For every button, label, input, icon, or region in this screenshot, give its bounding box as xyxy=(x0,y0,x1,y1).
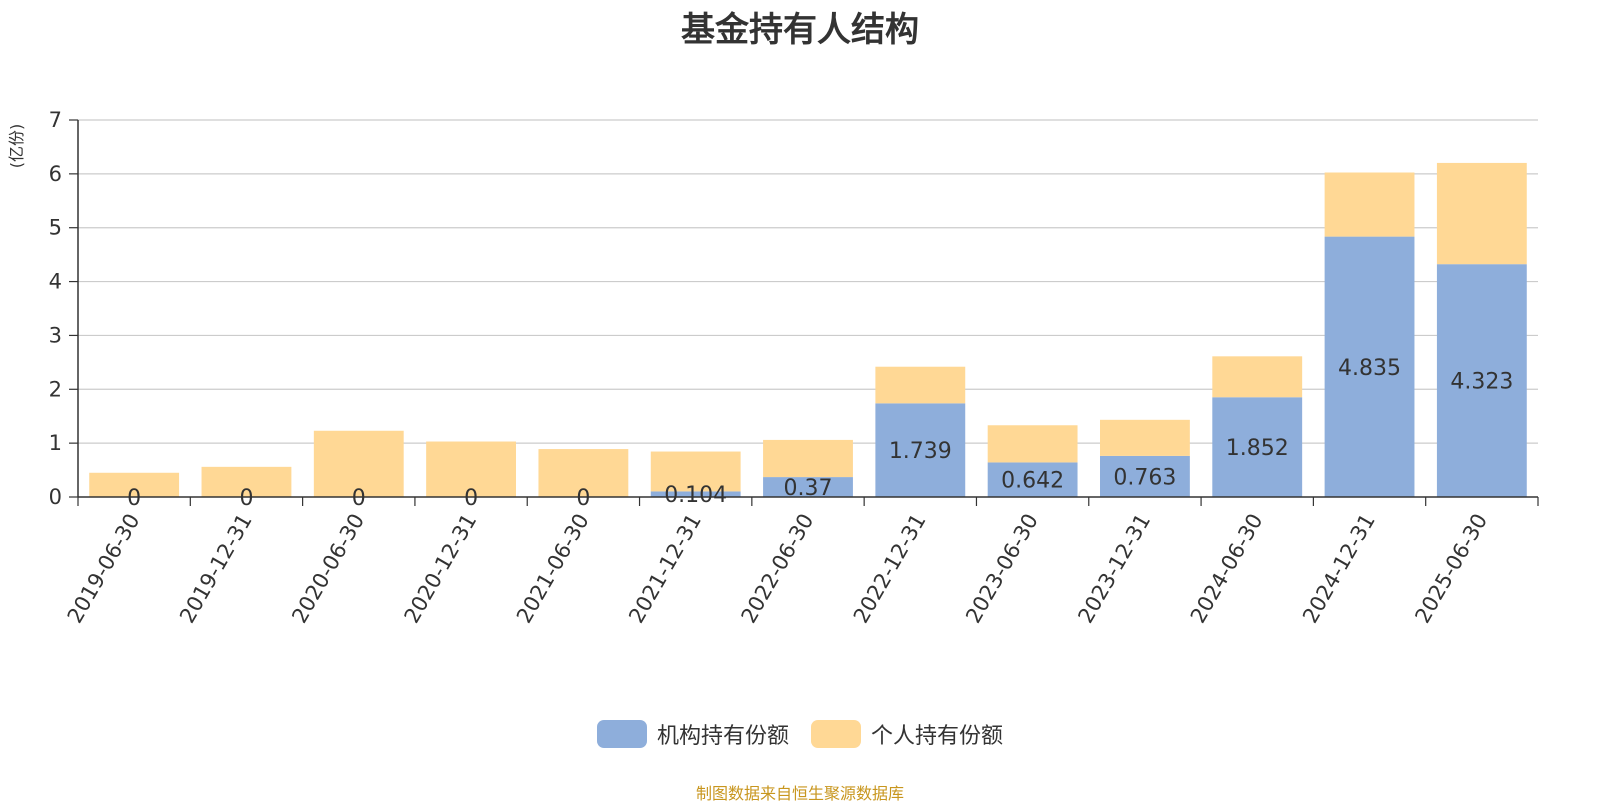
y-tick-label: 7 xyxy=(49,108,62,132)
legend-swatch-institutional xyxy=(596,720,647,748)
source-note: 制图数据来自恒生聚源数据库 xyxy=(695,784,904,803)
axis-layer: 0 1 2 3 4 5 6 7 2019-06-30 2019-12-31 2020-06-30 20… xyxy=(49,108,1539,628)
legend-swatch-individual xyxy=(811,720,861,748)
bar-individual-2022-12-31 xyxy=(875,366,966,404)
legend: 机构持有份额 个人持有份额 xyxy=(0,718,1600,750)
x-tick-label: 2022-12-31 xyxy=(849,510,931,628)
bar-institutional-2021-12-31 xyxy=(650,491,741,497)
data-label-institutional: 1.852 xyxy=(1226,436,1289,461)
data-label-institutional: 0.37 xyxy=(784,476,833,501)
bar-institutional-2022-12-31 xyxy=(875,403,966,497)
x-tick-label: 2019-06-30 xyxy=(63,510,145,628)
bar-individual-2021-06-30 xyxy=(538,449,629,497)
y-tick-label: 2 xyxy=(49,377,62,401)
data-label-institutional: 0 xyxy=(239,486,253,511)
chart-title: 基金持有人结构 xyxy=(681,10,919,50)
legend-item-individual[interactable]: 个人持有份额 xyxy=(811,718,1003,750)
x-tick-label: 2024-06-30 xyxy=(1186,510,1268,628)
bar-individual-2022-06-30 xyxy=(763,439,853,478)
x-tick-label: 2020-12-31 xyxy=(400,510,482,628)
data-label-institutional: 0.763 xyxy=(1113,465,1176,490)
x-tick-label: 2025-06-30 xyxy=(1410,510,1492,628)
x-tick-label: 2020-06-30 xyxy=(287,510,369,628)
x-tick-label: 2022-06-30 xyxy=(737,510,819,628)
bar-institutional-2022-06-30 xyxy=(763,477,853,497)
x-tick-label: 2021-06-30 xyxy=(512,510,594,628)
data-label-institutional: 0 xyxy=(127,486,141,511)
bar-individual-2023-12-31 xyxy=(1100,419,1190,456)
x-tick-label: 2023-12-31 xyxy=(1073,510,1155,628)
data-label-institutional: 4.323 xyxy=(1450,370,1513,395)
y-tick-label: 4 xyxy=(49,270,62,294)
bar-institutional-2025-06-30 xyxy=(1436,264,1527,497)
bar-individual-2024-06-30 xyxy=(1212,356,1303,398)
bar-individual-2020-12-31 xyxy=(426,441,516,497)
bar-individual-2019-12-31 xyxy=(201,466,292,497)
bar-institutional-2023-06-30 xyxy=(987,462,1078,497)
data-label-institutional: 0.642 xyxy=(1001,469,1064,494)
bar-institutional-2024-12-31 xyxy=(1324,236,1415,497)
data-label-institutional: 0.104 xyxy=(664,483,727,508)
data-label-institutional: 0 xyxy=(352,486,366,511)
x-tick-label: 2021-12-31 xyxy=(624,510,706,628)
bar-individual-2019-06-30 xyxy=(89,472,180,497)
data-label-institutional: 0 xyxy=(576,486,590,511)
legend-label-institutional: 机构持有份额 xyxy=(656,724,789,749)
bar-institutional-2023-12-31 xyxy=(1100,455,1190,497)
y-axis-unit-label: (亿份) xyxy=(7,124,26,169)
bar-layer xyxy=(89,162,1527,497)
bar-individual-2020-06-30 xyxy=(313,430,404,497)
y-tick-label: 1 xyxy=(49,431,62,455)
x-tick-label: 2019-12-31 xyxy=(175,510,257,628)
y-tick-label: 5 xyxy=(49,216,62,240)
data-label-institutional: 1.739 xyxy=(889,439,952,464)
y-tick-label: 6 xyxy=(49,162,62,186)
y-tick-label: 0 xyxy=(49,485,62,509)
y-tick-label: 3 xyxy=(49,323,62,347)
x-tick-label: 2024-12-31 xyxy=(1298,510,1380,628)
grid-layer xyxy=(78,119,1538,444)
legend-item-institutional[interactable]: 机构持有份额 xyxy=(596,718,789,750)
bar-institutional-2024-06-30 xyxy=(1212,397,1303,497)
bar-individual-2023-06-30 xyxy=(987,425,1078,463)
label-layer: 0 0 0 0 0 0.104 0.37 1.739 0.642 0.763 1.852 4.835 4… xyxy=(127,356,1513,511)
data-label-institutional: 4.835 xyxy=(1338,356,1401,381)
bar-individual-2021-12-31 xyxy=(650,451,741,492)
data-label-institutional: 0 xyxy=(464,486,478,511)
bar-individual-2025-06-30 xyxy=(1436,162,1527,265)
x-tick-label: 2023-06-30 xyxy=(961,510,1043,628)
bar-individual-2024-12-31 xyxy=(1324,172,1415,237)
legend-label-individual: 个人持有份额 xyxy=(871,724,1004,749)
